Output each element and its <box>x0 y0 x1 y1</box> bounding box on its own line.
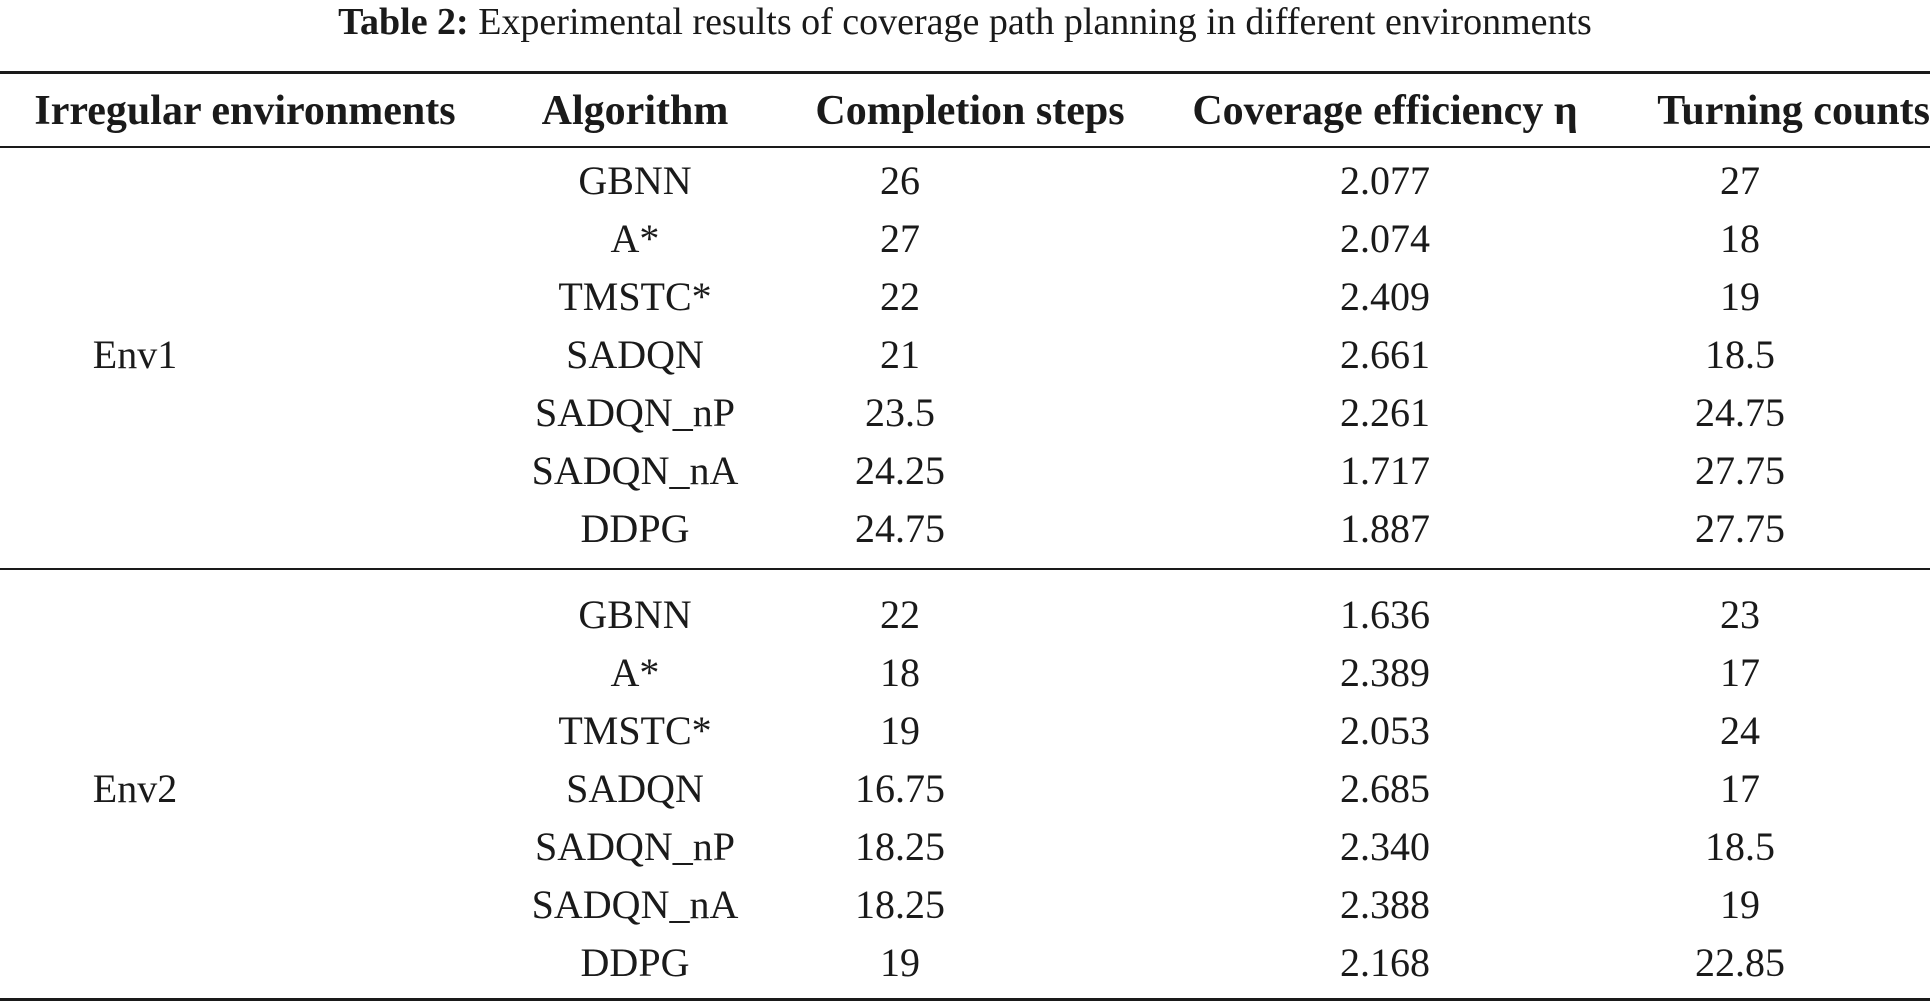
cell-coverage-efficiency: 2.661 <box>1340 332 1430 377</box>
cell-turning-counts: 22.85 <box>1695 940 1785 985</box>
bottom-rule <box>0 998 1930 1001</box>
cell-coverage-efficiency: 2.409 <box>1340 274 1430 319</box>
cell-completion-steps: 19 <box>880 940 920 985</box>
header-coverage-efficiency: Coverage efficiency η <box>1192 88 1578 134</box>
cell-turning-counts: 27.75 <box>1695 448 1785 493</box>
header-algorithm: Algorithm <box>541 88 729 134</box>
cell-algorithm: SADQN_nP <box>534 824 736 869</box>
cell-algorithm: TMSTC* <box>558 274 712 319</box>
env-label: Env2 <box>92 766 178 811</box>
cell-turning-counts: 24.75 <box>1695 390 1785 435</box>
cell-turning-counts: 23 <box>1720 592 1760 637</box>
cell-coverage-efficiency: 1.887 <box>1340 506 1430 551</box>
cell-completion-steps: 22 <box>880 592 920 637</box>
cell-completion-steps: 24.25 <box>855 448 945 493</box>
cell-algorithm: SADQN_nA <box>531 448 739 493</box>
header-turning-counts: Turning counts <box>1657 88 1930 134</box>
header-environment: Irregular environments <box>34 88 456 134</box>
cell-coverage-efficiency: 1.717 <box>1340 448 1430 493</box>
cell-turning-counts: 19 <box>1720 882 1760 927</box>
cell-coverage-efficiency: 2.261 <box>1340 390 1430 435</box>
cell-algorithm: SADQN_nA <box>531 882 739 927</box>
cell-completion-steps: 19 <box>880 708 920 753</box>
cell-completion-steps: 18.25 <box>855 882 945 927</box>
cell-completion-steps: 16.75 <box>855 766 945 811</box>
cell-completion-steps: 26 <box>880 158 920 203</box>
header-completion-steps: Completion steps <box>815 88 1125 134</box>
cell-algorithm: GBNN <box>578 592 692 637</box>
cell-turning-counts: 18.5 <box>1705 824 1775 869</box>
cell-completion-steps: 23.5 <box>865 390 935 435</box>
cell-coverage-efficiency: 2.685 <box>1340 766 1430 811</box>
top-rule <box>0 71 1930 74</box>
cell-turning-counts: 27 <box>1720 158 1760 203</box>
cell-algorithm: DDPG <box>580 940 690 985</box>
cell-coverage-efficiency: 2.389 <box>1340 650 1430 695</box>
cell-turning-counts: 27.75 <box>1695 506 1785 551</box>
cell-coverage-efficiency: 1.636 <box>1340 592 1430 637</box>
cell-algorithm: SADQN_nP <box>534 390 736 435</box>
cell-turning-counts: 17 <box>1720 650 1760 695</box>
group-separator-rule <box>0 568 1930 570</box>
cell-turning-counts: 17 <box>1720 766 1760 811</box>
cell-coverage-efficiency: 2.340 <box>1340 824 1430 869</box>
cell-turning-counts: 19 <box>1720 274 1760 319</box>
env-label: Env1 <box>92 332 178 377</box>
cell-algorithm: TMSTC* <box>558 708 712 753</box>
cell-algorithm: A* <box>610 216 660 261</box>
cell-completion-steps: 18 <box>880 650 920 695</box>
cell-coverage-efficiency: 2.168 <box>1340 940 1430 985</box>
cell-completion-steps: 18.25 <box>855 824 945 869</box>
cell-algorithm: DDPG <box>580 506 690 551</box>
cell-completion-steps: 27 <box>880 216 920 261</box>
cell-coverage-efficiency: 2.053 <box>1340 708 1430 753</box>
cell-completion-steps: 24.75 <box>855 506 945 551</box>
cell-coverage-efficiency: 2.388 <box>1340 882 1430 927</box>
table-caption: Table 2: Experimental results of coverag… <box>0 0 1930 44</box>
cell-turning-counts: 24 <box>1720 708 1760 753</box>
cell-completion-steps: 21 <box>880 332 920 377</box>
caption-text: Experimental results of coverage path pl… <box>478 1 1592 43</box>
cell-algorithm: SADQN <box>566 332 704 377</box>
cell-turning-counts: 18.5 <box>1705 332 1775 377</box>
cell-turning-counts: 18 <box>1720 216 1760 261</box>
cell-algorithm: A* <box>610 650 660 695</box>
caption-label: Table 2: <box>338 1 469 43</box>
header-rule <box>0 146 1930 148</box>
cell-coverage-efficiency: 2.077 <box>1340 158 1430 203</box>
cell-coverage-efficiency: 2.074 <box>1340 216 1430 261</box>
cell-algorithm: SADQN <box>566 766 704 811</box>
cell-completion-steps: 22 <box>880 274 920 319</box>
cell-algorithm: GBNN <box>578 158 692 203</box>
